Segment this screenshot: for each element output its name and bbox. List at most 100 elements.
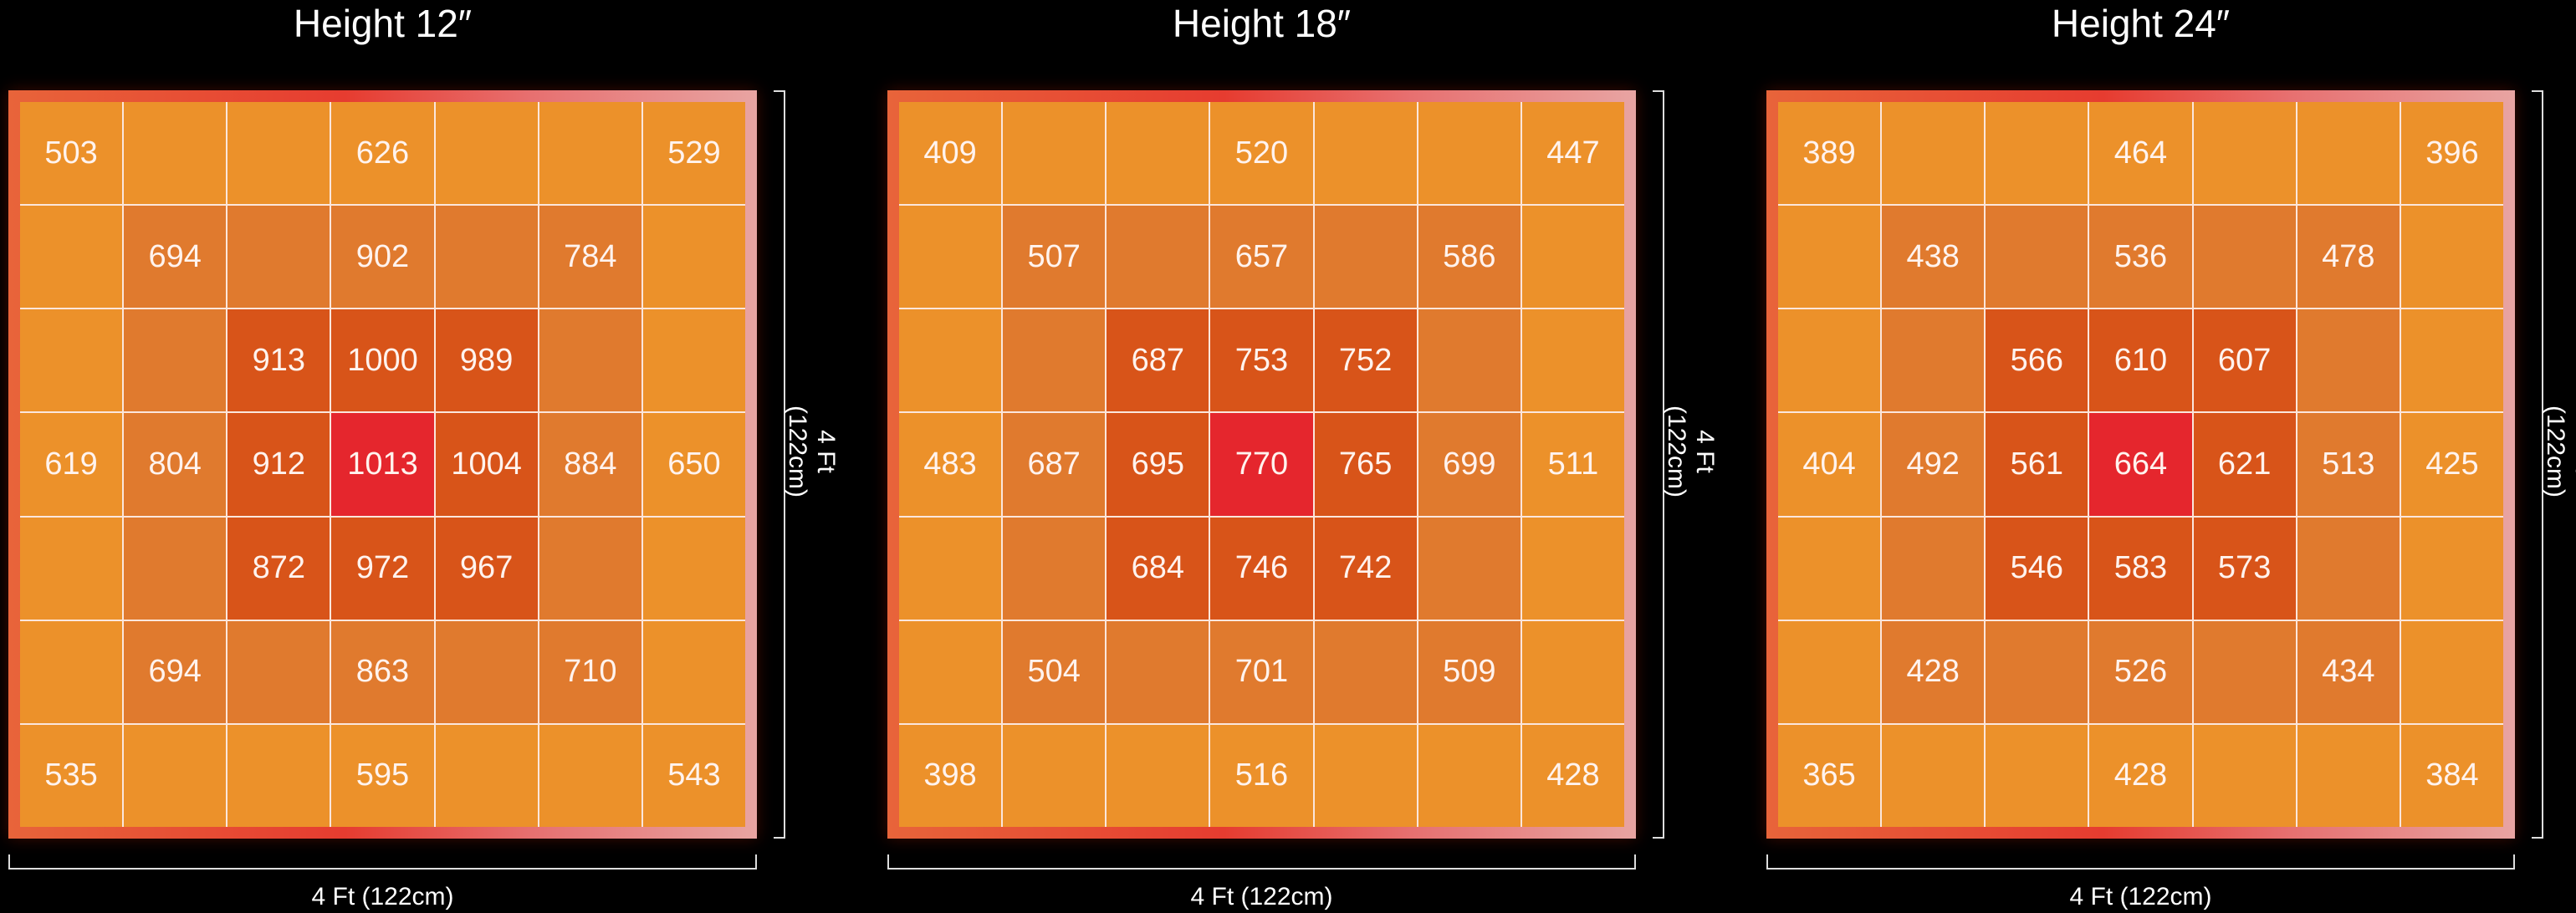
grid-cell: 687 [1107, 309, 1209, 412]
grid-cell [2297, 724, 2400, 827]
heatmap-panel: Height 24″ 389 464 396 438 536 478 566 610 607 40… [1766, 0, 2576, 913]
grid-cell [1418, 517, 1521, 620]
grid-cell [1882, 102, 1985, 205]
grid-cell [124, 517, 227, 620]
heatmap-panel: Height 12″ 503 626 529 694 902 784 913 1000 989 6… [8, 0, 845, 913]
grid-cell: 619 [20, 413, 123, 516]
grid-cell [1107, 620, 1209, 723]
grid-cell [2400, 206, 2503, 309]
grid-cell [1778, 309, 1881, 412]
grid-cell [1418, 724, 1521, 827]
grid-cell: 710 [539, 620, 641, 723]
grid-cell [124, 102, 227, 205]
grid-cell [1778, 517, 1881, 620]
grid-cell: 972 [331, 517, 434, 620]
grid-cell: 526 [2089, 620, 2192, 723]
grid-cell: 695 [1107, 413, 1209, 516]
grid-cell [1107, 724, 1209, 827]
grid-cell: 483 [899, 413, 1002, 516]
width-dimension-bracket [1766, 854, 2515, 870]
grid-cell: 884 [539, 413, 641, 516]
grid-cell [1986, 724, 2088, 827]
grid-cell [227, 206, 330, 309]
grid-cell [435, 206, 538, 309]
grid-cell [1314, 724, 1417, 827]
grid-cell: 404 [1778, 413, 1881, 516]
grid-cell: 701 [1210, 620, 1313, 723]
grid-cell: 586 [1418, 206, 1521, 309]
grid-cell: 770 [1210, 413, 1313, 516]
ppfd-grid: 503 626 529 694 902 784 913 1000 989 619 804 912 101… [20, 102, 745, 827]
grid-cell [1521, 517, 1624, 620]
grid-cell [1521, 206, 1624, 309]
grid-cell: 546 [1986, 517, 2088, 620]
grid-cell: 699 [1418, 413, 1521, 516]
grid-cell [1314, 206, 1417, 309]
grid-cell: 520 [1210, 102, 1313, 205]
grid-cell [1986, 102, 2088, 205]
grid-cell: 384 [2400, 724, 2503, 827]
light-frame: 503 626 529 694 902 784 913 1000 989 619 804 912 101… [8, 90, 757, 839]
grid-cell: 398 [899, 724, 1002, 827]
grid-cell: 561 [1986, 413, 2088, 516]
grid-cell [2193, 102, 2296, 205]
grid-cell [642, 309, 745, 412]
grid-cell: 516 [1210, 724, 1313, 827]
panel-title: Height 24″ [2051, 2, 2231, 45]
grid-cell: 396 [2400, 102, 2503, 205]
panel-title: Height 18″ [1172, 2, 1352, 45]
grid-cell: 902 [331, 206, 434, 309]
grid-cell: 425 [2400, 413, 2503, 516]
grid-cell [227, 724, 330, 827]
grid-cell [1107, 102, 1209, 205]
grid-cell [227, 620, 330, 723]
panel-title: Height 12″ [293, 2, 473, 45]
grid-cell: 389 [1778, 102, 1881, 205]
grid-cell: 1004 [435, 413, 538, 516]
grid-cell [1418, 309, 1521, 412]
grid-cell [2193, 620, 2296, 723]
grid-cell: 742 [1314, 517, 1417, 620]
grid-cell: 621 [2193, 413, 2296, 516]
grid-cell: 863 [331, 620, 434, 723]
grid-cell: 1000 [331, 309, 434, 412]
grid-cell: 492 [1882, 413, 1985, 516]
ppfd-grid: 389 464 396 438 536 478 566 610 607 404 492 561 664 6… [1778, 102, 2503, 827]
grid-cell: 504 [1003, 620, 1106, 723]
grid-cell [20, 620, 123, 723]
grid-cell: 583 [2089, 517, 2192, 620]
grid-cell: 804 [124, 413, 227, 516]
grid-cell [20, 309, 123, 412]
grid-cell [899, 517, 1002, 620]
grid-cell: 989 [435, 309, 538, 412]
grid-cell: 595 [331, 724, 434, 827]
grid-cell [1003, 724, 1106, 827]
grid-cell [539, 517, 641, 620]
grid-cell: 428 [2089, 724, 2192, 827]
grid-cell: 428 [1521, 724, 1624, 827]
grid-cell: 657 [1210, 206, 1313, 309]
grid-cell: 626 [331, 102, 434, 205]
grid-cell [2297, 517, 2400, 620]
height-dimension-label: 4 Ft (122cm) [1663, 405, 1719, 498]
grid-cell [1986, 620, 2088, 723]
grid-cell [1882, 517, 1985, 620]
grid-cell [539, 102, 641, 205]
grid-cell [1314, 620, 1417, 723]
grid-cell: 746 [1210, 517, 1313, 620]
width-dimension-bracket [8, 854, 757, 870]
grid-cell [1778, 206, 1881, 309]
grid-cell [435, 724, 538, 827]
grid-cell [1314, 102, 1417, 205]
height-dimension-label: 4 Ft (122cm) [2542, 405, 2576, 498]
grid-cell: 409 [899, 102, 1002, 205]
grid-cell: 447 [1521, 102, 1624, 205]
grid-cell: 365 [1778, 724, 1881, 827]
grid-cell: 912 [227, 413, 330, 516]
height-dimension-label: 4 Ft (122cm) [784, 405, 840, 498]
grid-cell: 684 [1107, 517, 1209, 620]
grid-cell [2400, 620, 2503, 723]
grid-cell: 872 [227, 517, 330, 620]
height-dimension-bracket [1653, 90, 1664, 839]
grid-cell [1986, 206, 2088, 309]
